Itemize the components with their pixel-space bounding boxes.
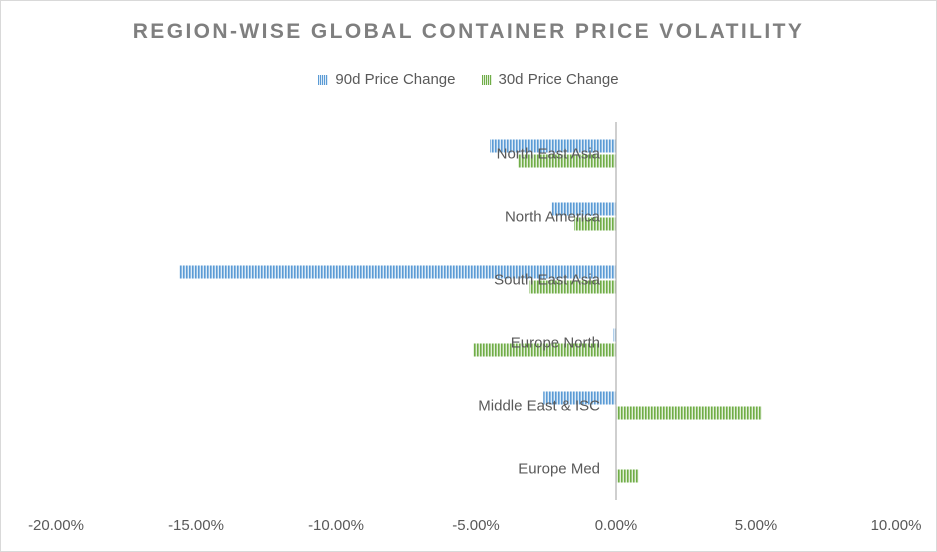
x-tick-label: 5.00% bbox=[735, 517, 778, 534]
bar-30d-europe-north bbox=[473, 343, 616, 357]
x-tick-label: 0.00% bbox=[595, 517, 638, 534]
category-label: Europe Med bbox=[518, 461, 600, 478]
category-label: Europe North bbox=[511, 335, 600, 352]
legend-label-90d: 90d Price Change bbox=[335, 71, 456, 88]
category-label: North East Asia bbox=[497, 146, 601, 163]
bar-90d-europe-north bbox=[613, 328, 616, 342]
legend-label-30d: 30d Price Change bbox=[498, 71, 619, 88]
category-label: Middle East & ISC bbox=[478, 398, 600, 415]
bar-90d-middle-east-isc bbox=[543, 391, 616, 405]
bar-30d-middle-east-isc bbox=[616, 406, 762, 420]
bar-90d-north-america bbox=[551, 202, 616, 216]
legend-item-30d: 30d Price Change bbox=[481, 71, 619, 88]
legend-swatch-30d bbox=[481, 74, 492, 85]
x-tick-label: -20.00% bbox=[28, 517, 84, 534]
legend-item-90d: 90d Price Change bbox=[318, 71, 456, 88]
x-tick-label: -15.00% bbox=[168, 517, 224, 534]
category-label: North America bbox=[505, 209, 601, 226]
bar-30d-europe-med bbox=[616, 469, 639, 483]
legend-swatch-90d bbox=[318, 74, 329, 85]
bar-30d-south-east-asia bbox=[529, 280, 616, 294]
bar-90d-south-east-asia bbox=[179, 265, 616, 279]
bar-30d-north-east-asia bbox=[518, 154, 616, 168]
x-tick-label: -5.00% bbox=[452, 517, 500, 534]
chart-title: REGION-WISE GLOBAL CONTAINER PRICE VOLAT… bbox=[132, 20, 805, 43]
bar-30d-north-america bbox=[574, 217, 616, 231]
bar-90d-north-east-asia bbox=[490, 139, 616, 153]
category-label: South East Asia bbox=[494, 272, 601, 289]
legend: 90d Price Change 30d Price Change bbox=[0, 71, 937, 88]
x-tick-label: -10.00% bbox=[308, 517, 364, 534]
x-tick-label: 10.00% bbox=[871, 517, 922, 534]
